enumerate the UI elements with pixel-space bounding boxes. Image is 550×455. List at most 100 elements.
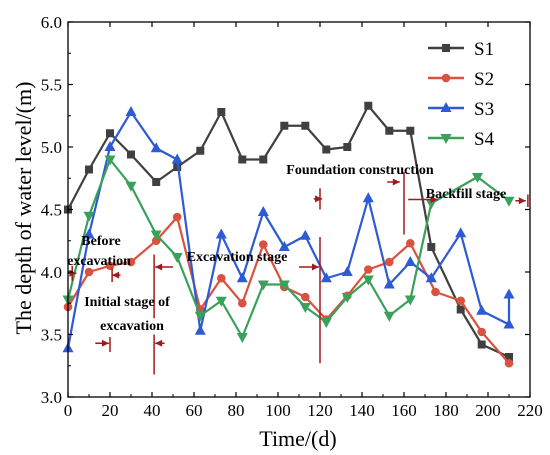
series-s4-line (66, 158, 510, 339)
series-s4-point (171, 253, 183, 263)
series-s2-point (151, 236, 161, 246)
series-s3-point (503, 318, 515, 329)
series-s4-point (125, 181, 137, 192)
series-s1-point (127, 150, 135, 159)
series-s3-point (341, 266, 353, 276)
series-s2-point (431, 287, 440, 297)
annotation-layer: Foundation construction Backfill stage Bef… (67, 163, 529, 375)
legend-s2-marker (441, 73, 451, 83)
series-s1-point (85, 165, 93, 174)
legend-s3-marker (440, 102, 452, 112)
series-s3-point (171, 153, 183, 164)
legend-s4-label: S4 (474, 129, 495, 150)
y-tick-label: 3.0 (41, 388, 62, 407)
series-s2-point (238, 298, 247, 308)
series-s1-point (385, 126, 394, 135)
series-s4-point (404, 295, 416, 306)
series-s3-point (455, 227, 467, 238)
series-s2-point (477, 327, 487, 337)
series-s1-point (322, 145, 331, 154)
legend-s1-marker (442, 44, 450, 52)
legend: S1 S2 S3 S4 (428, 39, 495, 150)
series-s4-point (150, 230, 162, 241)
series-s3-point (476, 304, 488, 315)
series-s2-point (301, 292, 310, 302)
series-s4-point (278, 280, 290, 291)
before-arrow-right-head (112, 271, 120, 279)
series-s3-point (299, 229, 311, 240)
series-s4-point (257, 280, 269, 291)
series-s1-point (301, 121, 310, 130)
annotation-foundation: Foundation construction (286, 163, 434, 178)
annotation-initial1: Initial stage of (84, 295, 170, 310)
series-s1-point (259, 155, 268, 164)
series-s3-point (125, 106, 137, 116)
legend-s2-label: S2 (474, 69, 494, 90)
series-s2-point (364, 265, 373, 274)
series-s3-point (320, 272, 332, 283)
x-tick-label: 220 (517, 401, 543, 420)
series-s4-point (362, 275, 374, 286)
backfill-arrow-right-head (518, 197, 526, 205)
series-s4-point (194, 311, 206, 322)
x-tick-label: 60 (186, 401, 203, 420)
series-s4-point (299, 303, 311, 313)
y-axis-title: The depth of water level/(m) (11, 82, 36, 335)
series-s4-point (425, 199, 437, 210)
legend-s4-marker (440, 134, 452, 144)
series-s1-point (427, 243, 436, 251)
x-tick-label: 40 (144, 401, 161, 420)
excavation-arrow-right-head (311, 263, 319, 271)
legend-s3-label: S3 (474, 99, 494, 120)
series-s2-point (84, 267, 94, 277)
series-s3-point (383, 278, 395, 289)
series-s3-point (150, 142, 162, 153)
x-tick-label: 20 (102, 401, 119, 420)
annotation-backfill: Backfill stage (426, 187, 507, 202)
series-s4-point (341, 293, 353, 303)
series-s4-point (320, 318, 332, 328)
series-s2-point (126, 257, 136, 267)
series-s4-point (104, 155, 116, 166)
series-s2-point (385, 257, 394, 267)
series-s3-point (257, 206, 269, 216)
series-s4-point (472, 173, 483, 183)
series-s4-point (383, 311, 395, 322)
series-s3-line (66, 110, 511, 349)
series-s3-point (236, 272, 248, 283)
series-layer (62, 101, 515, 368)
series-s4-point (83, 211, 95, 222)
annotation-before1: Before (81, 234, 120, 249)
x-tick-label: 200 (475, 401, 501, 420)
series-s1-point (217, 108, 226, 116)
x-tick-label: 180 (433, 401, 459, 420)
foundation-arrow-left-head (315, 195, 323, 203)
y-tick-label: 3.5 (41, 326, 62, 345)
series-s2-point (217, 273, 226, 283)
series-s3-point (278, 241, 290, 251)
series-s1-point (106, 129, 114, 138)
series-s2-point (504, 358, 514, 368)
x-tick-label: 80 (228, 401, 245, 420)
x-axis-title: Time/(d) (259, 426, 336, 451)
series-s2-point (172, 212, 182, 222)
series-s1-point (364, 101, 373, 110)
annotation-excavation_stage: Excavation stage (187, 250, 288, 265)
series-s3-point (425, 272, 437, 283)
series-s3-point (362, 192, 374, 203)
series-s1-point (280, 121, 289, 130)
series-s2-point (259, 240, 268, 249)
series-s1-point (477, 340, 486, 349)
x-tick-label: 120 (307, 401, 333, 420)
foundation-arrow-right-head (392, 178, 400, 186)
backfill-arrow-head (430, 196, 438, 203)
initial-arrow-left-head (101, 339, 109, 347)
excavation-arrow-left-head (155, 263, 163, 271)
series-s1-point (505, 353, 513, 361)
axis-layer: 0 20 40 60 80 100 120 140 160 180 200 220 3.0 3.5 4.0 4… (41, 13, 543, 420)
series-s1-point (196, 146, 205, 155)
x-tick-label: 140 (349, 401, 375, 420)
series-s4-point (215, 296, 227, 307)
y-tick-label: 6.0 (41, 13, 62, 32)
